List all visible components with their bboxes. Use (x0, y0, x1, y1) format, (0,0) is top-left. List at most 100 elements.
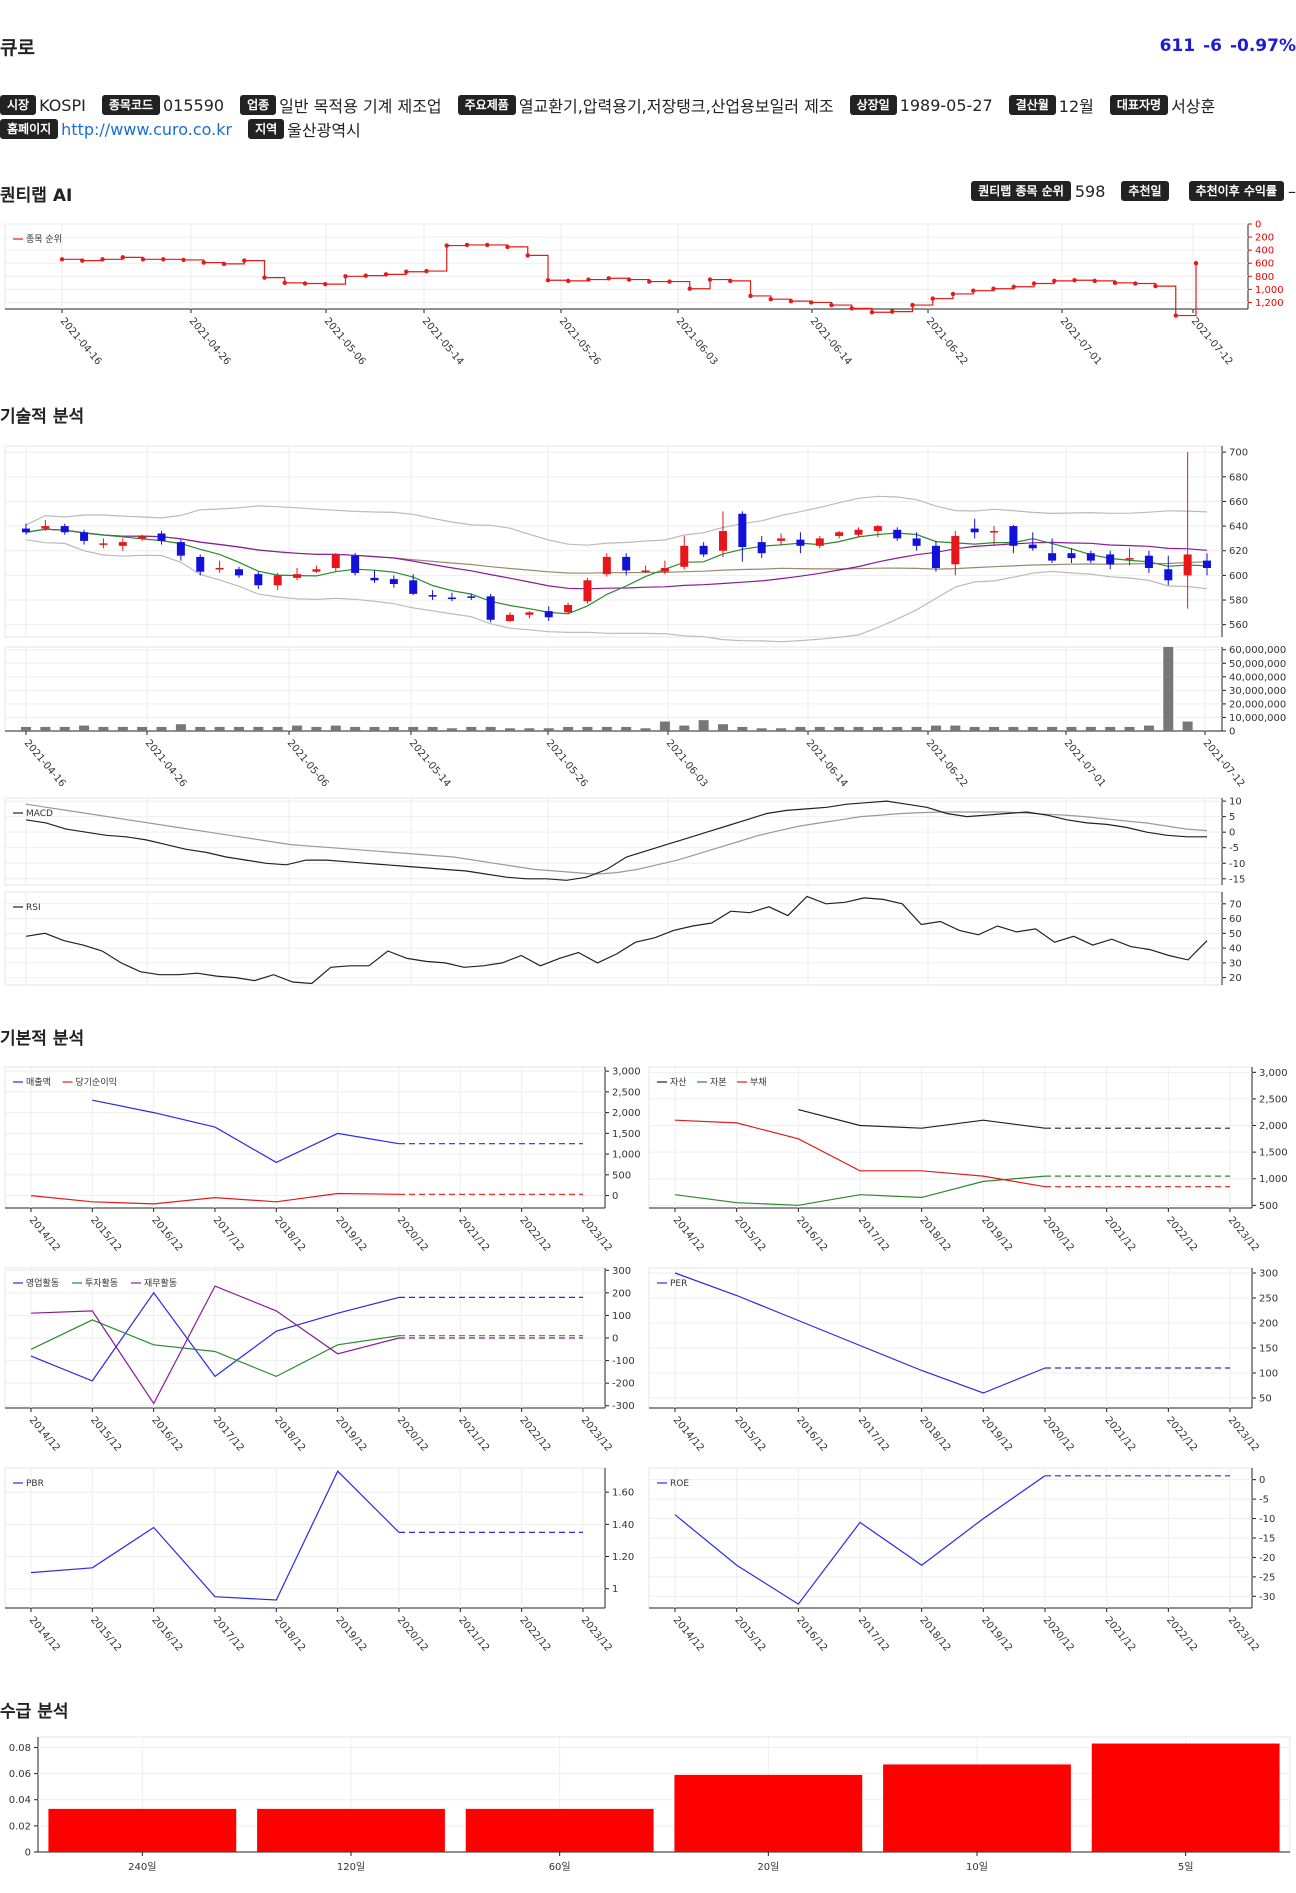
info-row-2: 홈페이지 http://www.curo.co.kr 지역 울산광역시 (0, 117, 377, 141)
y-tick-label: 600 (1229, 571, 1248, 582)
x-tick-label: 2014/12 (671, 1615, 706, 1654)
volume-bar (834, 726, 845, 731)
info-value: 12월 (1058, 97, 1094, 116)
x-tick-label: 2016/12 (794, 1615, 829, 1654)
rank-point (890, 309, 895, 314)
y-tick-label: 0.04 (9, 1795, 31, 1806)
volume-bar (1163, 647, 1174, 731)
rank-point (1011, 284, 1016, 289)
candle-body (970, 528, 979, 533)
candle-body (293, 574, 302, 578)
info-value: 열교환기,압력용기,저장탱크,산업용보일러 제조 (518, 97, 834, 116)
volume-bar (233, 726, 244, 731)
plot-area (4, 891, 1223, 986)
x-tick-label: 2020/12 (1041, 1615, 1076, 1654)
candle-body (157, 533, 166, 541)
y-tick-label: 200 (1255, 233, 1274, 244)
candle-body (912, 538, 921, 546)
y-tick-label: 10 (1229, 797, 1242, 808)
y-tick-label: 1,000 (1259, 1174, 1288, 1185)
volume-bar (717, 724, 728, 731)
y-tick-label: 400 (1255, 246, 1274, 257)
volume-bar (214, 726, 225, 731)
info-label: 상장일 (849, 95, 897, 115)
legend-label: PER (670, 1279, 687, 1289)
info-label: 대표자명 (1109, 95, 1169, 115)
rank-point (707, 277, 713, 282)
info-value: 일반 목적용 기계 제조업 (279, 97, 442, 116)
homepage-link[interactable]: http://www.curo.co.kr (61, 119, 233, 139)
rank-point (404, 269, 409, 274)
price-change-pct: -0.97% (1229, 36, 1296, 56)
x-tick-label: 2015/12 (732, 1415, 767, 1454)
volume-bar (582, 726, 593, 731)
x-tick-label: 2014/12 (671, 1415, 706, 1454)
volume-bar (466, 726, 477, 731)
x-tick-label: 2016/12 (149, 1215, 184, 1254)
section-title-tech: 기술적 분석 (0, 407, 85, 427)
info-label: 주요제품 (457, 95, 516, 115)
volume-bar (563, 726, 574, 731)
x-tick-label: 2017/12 (211, 1615, 246, 1654)
y-tick-label: 500 (612, 1170, 631, 1181)
x-tick-label: 2021-04-16 (22, 738, 68, 790)
y-tick-label: 1.20 (612, 1552, 634, 1563)
volume-bar (698, 720, 709, 731)
volume-bar (311, 726, 322, 731)
candle-body (777, 538, 786, 541)
x-tick-label: 2021-04-26 (143, 738, 189, 790)
series-line-3 (674, 1119, 1046, 1188)
candle-body (273, 575, 282, 586)
x-tick-label: 2022/12 (517, 1215, 552, 1254)
x-tick-label: 2021-06-22 (924, 738, 970, 790)
rank-point (221, 261, 227, 267)
volume-bar (930, 725, 941, 731)
rank-point (525, 253, 530, 258)
volume-bar (911, 726, 922, 731)
y-tick-label: -100 (612, 1356, 635, 1367)
x-tick-label: 2016/12 (149, 1615, 184, 1654)
volume-bar (350, 726, 361, 731)
x-tick-label: 2021-05-26 (557, 316, 603, 368)
x-tick-label: 2021/12 (456, 1415, 491, 1454)
section-title-supply: 수급 분석 (0, 1702, 69, 1722)
candle-body (757, 542, 766, 554)
supply-bar (674, 1774, 863, 1852)
volume-bar (1105, 726, 1116, 731)
bollinger-upper (25, 495, 1208, 546)
candle-body (796, 539, 805, 546)
x-tick-label: 120일 (337, 1861, 365, 1873)
x-tick-label: 2021-05-14 (420, 316, 466, 368)
rank-point (545, 278, 551, 283)
series-line-1 (30, 1291, 400, 1382)
candle-body (215, 567, 224, 570)
y-tick-label: 2,000 (612, 1108, 641, 1119)
info-value: 015590 (163, 95, 225, 115)
volume-bar (524, 728, 535, 731)
volume-bar (1182, 721, 1193, 731)
rank-point (728, 278, 733, 284)
y-tick-label: 1,200 (1255, 298, 1284, 309)
y-tick-label: 1,000 (612, 1150, 641, 1161)
rank-point (869, 310, 875, 315)
volume-bar (1085, 726, 1096, 731)
volume-bar (814, 726, 825, 731)
x-tick-label: 10일 (966, 1861, 988, 1873)
supply-bar (1091, 1743, 1280, 1852)
x-tick-label: 2021-06-03 (664, 738, 710, 790)
y-tick-label: -300 (612, 1401, 635, 1412)
candle-body (990, 531, 999, 533)
info-value: 울산광역시 (287, 121, 361, 140)
candle-body (835, 532, 844, 536)
x-tick-label: 2019/12 (333, 1215, 368, 1254)
y-tick-label: 0 (25, 1848, 31, 1859)
y-tick-label: -15 (1259, 1534, 1275, 1545)
y-tick-label: 200 (1259, 1319, 1278, 1330)
candle-body (641, 570, 650, 572)
rank-point (991, 286, 996, 291)
info-label: 종목코드 (101, 95, 160, 115)
legend-label: 부채 (750, 1077, 767, 1088)
macd-line (25, 800, 1207, 881)
x-tick-label: 2014/12 (671, 1215, 706, 1254)
